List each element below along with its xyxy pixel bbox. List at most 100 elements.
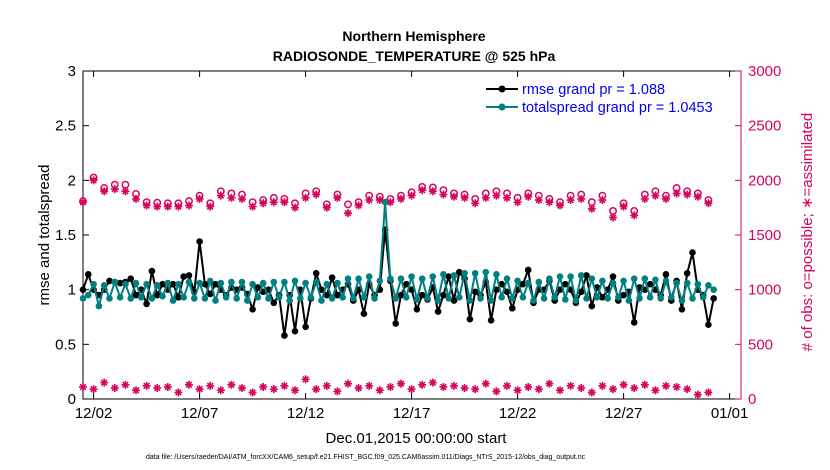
rmse-point <box>196 238 203 245</box>
obs_assimilated-marker <box>492 191 501 200</box>
rmse-point <box>85 271 92 278</box>
totalspread-point <box>609 279 617 287</box>
chart-subtitle: RADIOSONDE_TEMPERATURE @ 525 hPa <box>273 48 556 64</box>
obs_assimilated-marker <box>312 190 321 199</box>
rmse-point <box>445 273 453 280</box>
rmse-point <box>524 266 532 274</box>
x-tick-label: 12/27 <box>605 405 643 422</box>
obs_low_assimilated-marker <box>280 381 289 390</box>
obs_low_assimilated-marker <box>460 384 469 393</box>
totalspread-point <box>111 278 119 286</box>
totalspread-point <box>429 273 437 280</box>
obs_low_assimilated-marker <box>503 381 511 390</box>
totalspread-point <box>85 291 92 299</box>
obs_low_assimilated-marker <box>216 386 225 395</box>
obs_low_assimilated-marker <box>418 380 427 389</box>
obs_low_assimilated-marker <box>630 384 639 393</box>
rmse-point <box>456 268 463 276</box>
obs_assimilated-marker <box>333 193 342 202</box>
obs_low_assimilated-marker <box>301 375 310 384</box>
totalspread-point <box>376 277 384 285</box>
totalspread-point <box>122 280 129 288</box>
rmse-point <box>143 300 150 308</box>
obs_assimilated-marker <box>450 192 458 201</box>
obs_low_assimilated-marker <box>79 382 87 391</box>
totalspread-point <box>222 294 230 301</box>
obs_low_assimilated-marker <box>291 386 299 395</box>
totalspread-point <box>466 297 474 304</box>
totalspread-point <box>164 279 172 287</box>
legend-totalspread-marker <box>498 103 506 111</box>
totalspread-point <box>249 280 256 288</box>
obs_low_assimilated-marker <box>439 382 448 391</box>
rmse-point <box>588 302 596 310</box>
rmse-point <box>503 288 511 296</box>
totalspread-point <box>254 294 262 301</box>
rmse-point <box>418 291 426 299</box>
obs_assimilated-marker <box>216 191 225 200</box>
obs_assimilated-marker <box>195 194 204 203</box>
x-axis: 12/02 12/07 12/12 12/17 12/22 12/27 01/01 <box>75 71 749 422</box>
rmse-point <box>509 304 516 312</box>
totalspread-point <box>143 280 150 288</box>
totalspread-point <box>524 279 532 287</box>
obs_assimilated-marker <box>556 201 564 210</box>
rmse-point <box>403 280 410 288</box>
totalspread-point <box>127 295 134 302</box>
obs_assimilated-marker <box>291 203 299 212</box>
totalspread-point <box>286 297 294 304</box>
totalspread-point <box>673 279 680 287</box>
totalspread-point <box>381 198 389 206</box>
obs_assimilated-marker <box>651 191 660 200</box>
totalspread-point <box>169 297 177 304</box>
obs_assimilated-marker <box>693 192 702 201</box>
totalspread-point <box>355 275 362 283</box>
x-tick-label: 01/01 <box>711 405 749 422</box>
obs_low_assimilated-marker <box>344 379 352 388</box>
totalspread-point <box>323 280 331 288</box>
rmse-point <box>620 291 627 299</box>
totalspread-point <box>471 269 479 277</box>
totalspread-point <box>397 275 405 283</box>
obs_assimilated-marker <box>375 196 384 205</box>
obs_low_assimilated-marker <box>619 380 628 389</box>
totalspread-point <box>201 295 209 302</box>
obs_low_assimilated-marker <box>693 390 702 399</box>
totalspread-point <box>106 295 113 302</box>
obs_low_assimilated-marker <box>492 387 501 396</box>
totalspread-point <box>206 277 214 285</box>
rmse-point <box>281 332 288 339</box>
obs_assimilated-marker <box>662 194 670 203</box>
rmse-point <box>599 294 606 301</box>
x-axis-label: Dec.01,2015 00:00:00 start <box>326 430 508 447</box>
rmse-point <box>397 291 405 299</box>
totalspread-point <box>180 294 187 301</box>
totalspread-point <box>403 294 410 301</box>
rmse-point <box>434 308 442 315</box>
obs_low_assimilated-marker <box>577 384 586 393</box>
obs_assimilated-marker <box>577 194 586 203</box>
obs_low_assimilated-marker <box>386 382 395 391</box>
obs_low_assimilated-marker <box>524 382 533 391</box>
obs_low_assimilated-marker <box>185 380 193 389</box>
right-y-tick-label: 1000 <box>748 282 781 299</box>
chart-title: Northern Hemisphere <box>342 28 485 44</box>
right-y-axis: 0 500 1000 1500 2000 2500 3000 <box>735 63 781 408</box>
left-y-tick-label: 1.5 <box>55 227 76 244</box>
totalspread-point <box>244 297 251 304</box>
totalspread-point <box>90 280 97 288</box>
obs_assimilated-marker <box>227 193 236 202</box>
rmse-point <box>254 284 262 291</box>
totalspread-point <box>238 278 246 286</box>
totalspread-point <box>689 295 696 302</box>
totalspread-point <box>514 277 521 285</box>
rmse-point <box>291 327 299 335</box>
totalspread-point <box>196 279 203 287</box>
obs_assimilated-marker <box>704 199 713 208</box>
rmse-point <box>127 275 134 283</box>
obs_assimilated-marker <box>545 198 554 207</box>
totalspread-point <box>185 278 193 286</box>
obs_low_assimilated-marker <box>513 386 522 395</box>
totalspread-point <box>604 295 611 302</box>
rmse-point <box>705 321 712 328</box>
